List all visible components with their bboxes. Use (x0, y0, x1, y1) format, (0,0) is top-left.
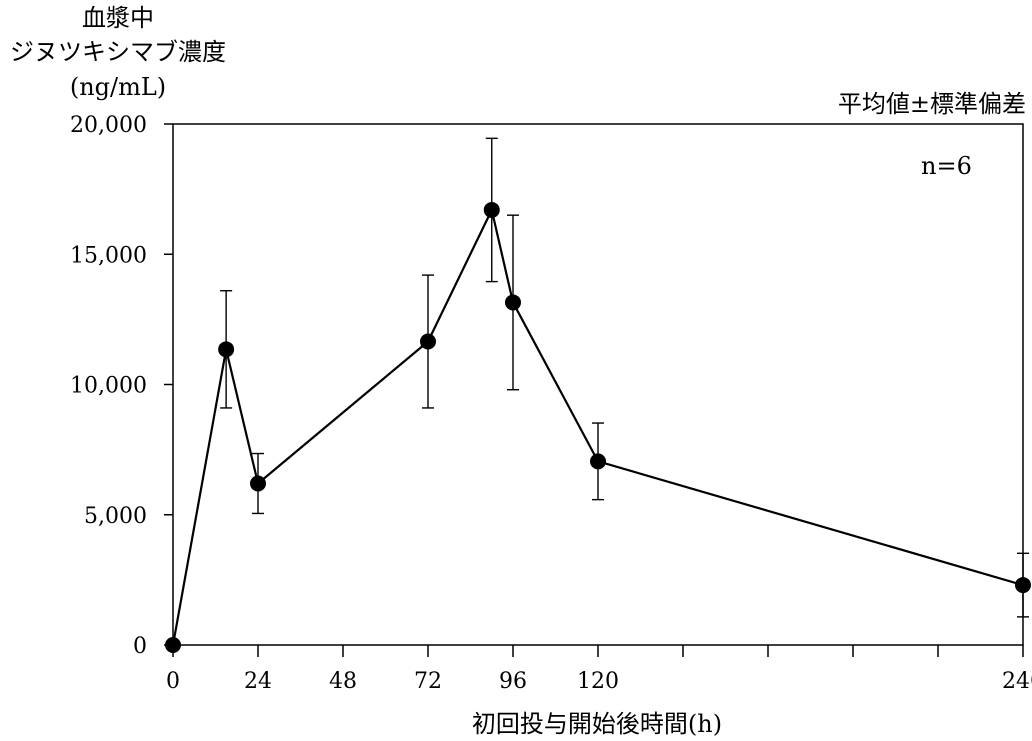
y-tick-label: 10,000 (70, 374, 147, 399)
data-point (218, 341, 235, 358)
sample-size-label: n=6 (921, 152, 972, 180)
series-lines (171, 206, 1024, 646)
data-point (165, 637, 181, 653)
data-point (483, 201, 500, 218)
x-tick-label: 96 (499, 669, 527, 694)
y-axis-label-line-3: (ng/mL) (69, 73, 167, 101)
data-points (165, 201, 1031, 653)
data-point (505, 294, 521, 311)
y-axis-label-line-2: ジヌツキシマブ濃度 (10, 38, 226, 66)
x-tick-label: 48 (329, 669, 357, 694)
x-tick-label: 72 (414, 669, 442, 694)
plot-frame (172, 123, 1024, 646)
series-line (171, 206, 1024, 646)
x-axis-label: 初回投与開始後時間(h) (471, 710, 723, 738)
axes (172, 123, 1024, 646)
ticks: 0 5,000 10,000 15,000 20,000 0 24 48 72 96 120 240 (70, 113, 1032, 694)
error-bars (220, 137, 1029, 618)
x-tick-label: 120 (577, 669, 619, 694)
y-tick-label: 15,000 (70, 243, 147, 268)
y-tick-label: 5,000 (84, 504, 147, 529)
y-axis-label-line-1: 血漿中 (82, 4, 154, 32)
x-tick-label: 24 (244, 669, 272, 694)
data-point (250, 475, 266, 492)
data-point (590, 453, 606, 470)
data-point (1015, 577, 1031, 594)
x-tick-label: 240 (1002, 669, 1032, 694)
y-tick-label: 0 (133, 634, 147, 659)
statistic-note: 平均値±標準偏差 (837, 90, 1026, 118)
data-point (420, 333, 436, 350)
y-tick-label: 20,000 (70, 113, 147, 138)
x-tick-label: 0 (166, 669, 180, 694)
